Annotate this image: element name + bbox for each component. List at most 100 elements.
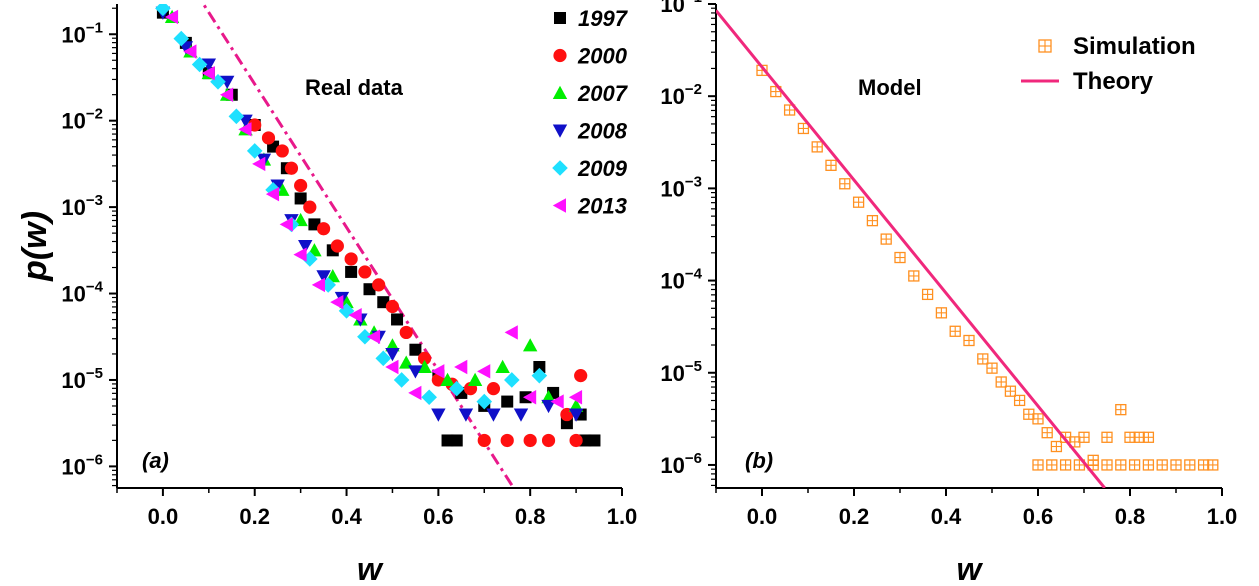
x-tick-label: 0.2 [239, 504, 270, 529]
data-point [238, 122, 252, 137]
data-point [1101, 431, 1113, 443]
data-point [1087, 459, 1099, 471]
legend-marker-2013 [552, 198, 566, 213]
data-point [1133, 431, 1145, 443]
data-point [1124, 431, 1136, 443]
data-point [303, 200, 317, 214]
data-point [265, 186, 280, 202]
data-point [486, 382, 501, 396]
data-point [531, 367, 548, 384]
data-point [963, 334, 975, 347]
x-tick-label: 0.6 [423, 504, 454, 529]
data-point [579, 434, 592, 447]
series-2000 [248, 118, 588, 448]
legend-label-simulation: Simulation [1073, 33, 1196, 60]
legend-marker-1997 [554, 12, 566, 24]
x-tick-label: 0.4 [331, 504, 362, 529]
x-tick-label: 1.0 [1207, 504, 1238, 529]
series-simulation [756, 64, 1219, 471]
data-point [1197, 459, 1210, 471]
series-theory [716, 9, 1106, 488]
y-tick-label: 10−5 [660, 358, 702, 386]
data-point [155, 4, 171, 17]
data-point [1142, 459, 1155, 471]
data-point [568, 408, 584, 422]
y-axis-title: p(w) [16, 211, 54, 282]
data-point [588, 434, 601, 447]
x-tick-label: 0.8 [515, 504, 546, 529]
data-point [995, 376, 1007, 388]
legend-label-2007: 2007 [577, 81, 629, 106]
data-point [504, 372, 520, 388]
data-point [1078, 431, 1090, 443]
data-point [533, 361, 546, 373]
data-point [279, 217, 293, 232]
data-point [1032, 459, 1044, 471]
data-point [908, 270, 920, 282]
data-point [441, 434, 454, 447]
data-point [173, 30, 190, 47]
data-point [219, 75, 235, 89]
data-point [391, 313, 404, 326]
data-point [294, 178, 308, 193]
data-point [385, 348, 400, 362]
data-point [1156, 459, 1168, 471]
legend-label-theory: Theory [1073, 68, 1154, 95]
data-point [1170, 459, 1182, 471]
data-point [261, 131, 276, 145]
x-tick-label: 0.4 [931, 504, 962, 529]
data-point [358, 265, 372, 279]
x-tick-label: 0.0 [747, 504, 778, 529]
data-point [316, 270, 331, 284]
panel-annotation: Model [858, 75, 922, 100]
reference-dashdot-line [201, 4, 516, 488]
data-point [1013, 394, 1026, 407]
legend: Simulation Theory [1021, 33, 1196, 95]
data-point [408, 385, 422, 401]
data-point [330, 239, 344, 253]
legend-label-2013: 2013 [577, 194, 627, 219]
legend-label-1997: 1997 [578, 6, 629, 31]
data-point [949, 325, 961, 337]
data-point [191, 56, 208, 73]
data-point [1059, 459, 1072, 471]
data-point [219, 87, 234, 102]
data-point [811, 141, 823, 153]
data-point [201, 65, 215, 81]
data-point [541, 433, 556, 448]
data-point [1050, 440, 1063, 453]
y-tick-label: 10−3 [660, 173, 702, 201]
data-point [448, 380, 465, 397]
data-point [574, 369, 588, 383]
data-point [541, 399, 556, 414]
data-point [372, 278, 386, 292]
x-tick-label: 1.0 [607, 504, 638, 529]
data-point [294, 192, 307, 205]
data-point [246, 143, 263, 159]
panel-b: 0.0 0.2 0.4 0.6 0.8 1.0 10−1 10−2 10−3 10−4 10−5 10… [660, 0, 1237, 586]
x-tick-label: 0.8 [1115, 504, 1146, 529]
data-point [440, 372, 455, 386]
data-point [500, 433, 514, 448]
y-tick-label: 10−3 [61, 192, 103, 220]
data-point [504, 325, 518, 340]
x-axis-title: w [957, 551, 984, 586]
data-point [852, 196, 865, 208]
data-point [797, 122, 810, 135]
panel-label: (a) [142, 448, 169, 473]
theory-line [716, 9, 1106, 488]
legend: 1997 2000 2007 2008 2009 2013 [552, 6, 629, 219]
data-point [302, 251, 318, 267]
legend-marker-2008 [552, 124, 568, 138]
data-point [523, 433, 537, 448]
series-2013 [164, 9, 583, 409]
data-point [284, 161, 299, 175]
panel-annotation: Real data [305, 75, 404, 100]
data-point [450, 434, 463, 447]
data-point [385, 299, 400, 314]
data-point [921, 288, 934, 301]
data-point [270, 179, 285, 193]
data-point [986, 362, 998, 374]
x-tick-label: 0.0 [148, 504, 179, 529]
